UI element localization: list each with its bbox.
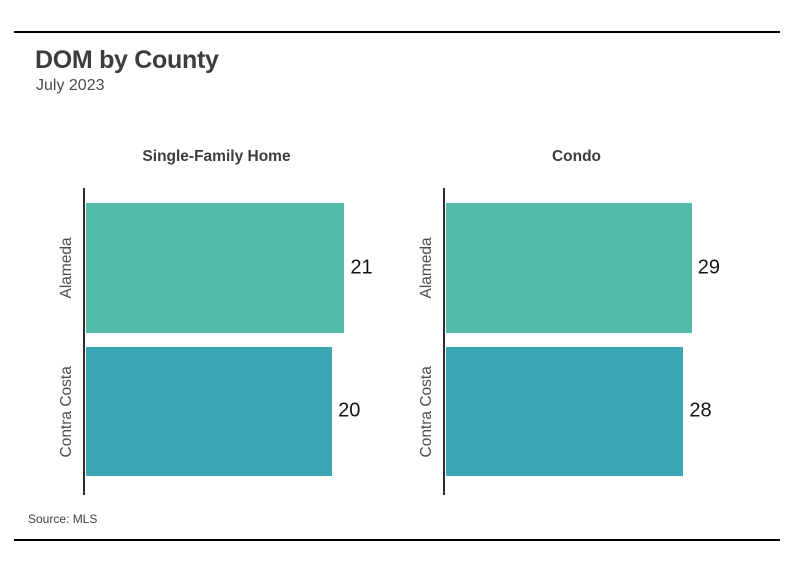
source-note: Source: MLS	[28, 512, 98, 526]
bar-alameda-condo	[446, 203, 692, 333]
plot-area-single-family-home: Alameda 21 Contra Costa 20	[58, 196, 373, 484]
bar-contra-costa-condo	[446, 346, 684, 476]
category-label-contra-costa: Contra Costa	[418, 365, 435, 457]
top-rule	[14, 31, 780, 33]
bar-row-contra-costa: Contra Costa 20	[58, 340, 360, 484]
panel-single-family-home: Single-Family Home Alameda 21 Contra Cos…	[40, 145, 373, 497]
bar-row-contra-costa: Contra Costa 28	[418, 340, 713, 484]
category-label-contra-costa: Contra Costa	[58, 365, 75, 457]
bar-contra-costa-sfh	[86, 346, 333, 476]
page-subtitle: July 2023	[36, 77, 105, 94]
category-label-alameda: Alameda	[418, 237, 435, 299]
panel-condo: Condo Alameda 29 Contra Costa 28	[400, 145, 730, 497]
bar-value-label: 20	[338, 399, 361, 422]
bar-value-label: 28	[689, 399, 712, 422]
y-axis-line	[443, 188, 445, 495]
panel-title-condo: Condo	[551, 148, 602, 165]
bar-row-alameda: Alameda 21	[58, 196, 373, 340]
bar-value-label: 29	[697, 256, 721, 279]
y-axis-line	[83, 188, 85, 495]
bar-value-label: 21	[350, 256, 373, 279]
bar-row-alameda: Alameda 29	[418, 196, 720, 340]
bottom-rule	[14, 539, 780, 541]
panel-title-single-family-home: Single-Family Home	[142, 148, 291, 165]
page-title: DOM by County	[35, 46, 219, 74]
plot-area-condo: Alameda 29 Contra Costa 28	[418, 196, 720, 484]
category-label-alameda: Alameda	[58, 237, 75, 299]
bar-alameda-sfh	[86, 203, 345, 333]
